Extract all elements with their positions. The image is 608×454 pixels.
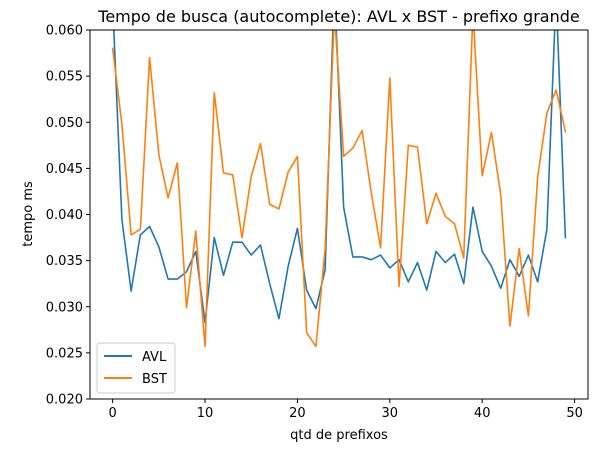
legend-label-bst: BST	[142, 372, 167, 387]
y-tick-label: 0.050	[46, 116, 83, 131]
chart-title: Tempo de busca (autocomplete): AVL x BST…	[97, 7, 579, 26]
legend-label-avl: AVL	[142, 350, 167, 365]
legend: AVL BST	[96, 342, 176, 394]
y-tick-label: 0.025	[46, 346, 83, 361]
x-tick-label: 20	[289, 406, 306, 421]
series-layer	[111, 30, 567, 348]
y-tick-label: 0.045	[46, 162, 83, 177]
x-tick-label: 30	[382, 406, 399, 421]
series-line-bst	[111, 30, 567, 348]
x-axis: 0 10 20 30 40 50	[108, 399, 583, 421]
y-tick-label: 0.020	[46, 393, 83, 408]
x-tick-label: 0	[108, 406, 116, 421]
x-axis-label: qtd de prefixos	[290, 428, 388, 443]
y-tick-label: 0.055	[46, 70, 83, 85]
x-tick-label: 50	[566, 406, 583, 421]
y-axis: 0.020 0.025 0.030 0.035 0.040 0.045 0.050 0.055…	[46, 24, 90, 408]
x-tick-label: 40	[474, 406, 491, 421]
x-tick-label: 10	[197, 406, 214, 421]
y-tick-label: 0.040	[46, 208, 83, 223]
y-tick-label: 0.035	[46, 254, 83, 269]
y-axis-label: tempo ms	[21, 181, 36, 247]
y-tick-label: 0.030	[46, 300, 83, 315]
y-tick-label: 0.060	[46, 24, 83, 39]
